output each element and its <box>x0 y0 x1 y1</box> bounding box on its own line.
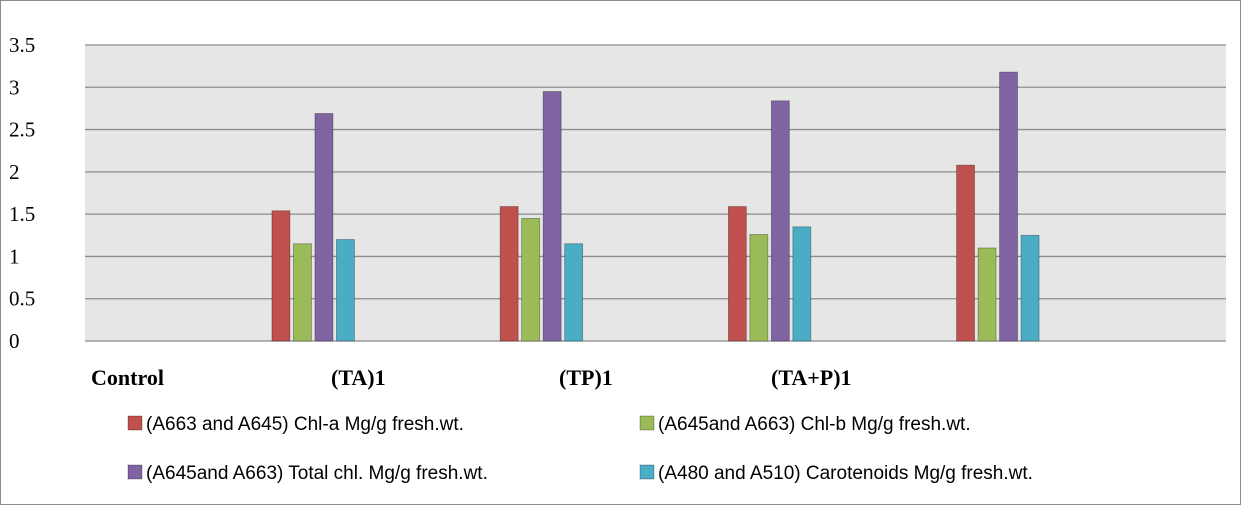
bars <box>271 71 1040 342</box>
x-category-label: Control <box>91 365 164 390</box>
legend-label: (A645and A663) Total chl. Mg/g fresh.wt. <box>146 463 488 484</box>
y-tick-label: 1 <box>9 244 20 268</box>
x-category-label: (TA)1 <box>331 365 386 390</box>
bar-4-group-1 <box>336 239 355 342</box>
x-category-label: (TP)1 <box>559 365 613 390</box>
bar-1-group-4 <box>956 164 975 342</box>
legend-swatch <box>127 464 143 480</box>
y-axis: 0 0.5 1 1.5 2 2.5 3 3.5 <box>9 33 35 353</box>
y-tick-label: 0 <box>9 329 20 353</box>
bar-1-group-2 <box>499 206 519 342</box>
legend-swatch <box>127 415 143 431</box>
bar-3-group-4 <box>999 71 1018 342</box>
bar-2-group-3 <box>749 234 769 342</box>
bar-2-group-4 <box>977 247 997 342</box>
legend-swatch <box>639 464 655 480</box>
y-tick-label: 3 <box>9 75 20 99</box>
y-tick-label: 0.5 <box>9 287 35 311</box>
legend-swatch <box>639 415 655 431</box>
y-tick-label: 2.5 <box>9 118 35 142</box>
x-axis: Control (TA)1 (TP)1 (TA+P)1 <box>91 365 852 390</box>
bar-3-group-3 <box>770 100 790 342</box>
bar-3-group-1 <box>314 113 334 342</box>
plot-area <box>85 45 1226 341</box>
y-tick-label: 1.5 <box>9 202 35 226</box>
bar-2-group-1 <box>293 243 312 342</box>
bar-3-group-2 <box>542 91 562 342</box>
legend-label: (A645and A663) Chl-b Mg/g fresh.wt. <box>658 414 971 435</box>
bar-4-group-3 <box>792 226 812 342</box>
bar-2-group-2 <box>521 217 541 342</box>
bar-1-group-3 <box>727 206 747 342</box>
bar-1-group-1 <box>271 210 291 342</box>
legend-label: (A663 and A645) Chl-a Mg/g fresh.wt. <box>146 414 464 435</box>
bar-4-group-2 <box>564 243 584 342</box>
y-tick-label: 3.5 <box>9 33 35 57</box>
x-category-label: (TA+P)1 <box>771 365 852 390</box>
y-tick-label: 2 <box>9 160 20 184</box>
legend-label: (A480 and A510) Carotenoids Mg/g fresh.w… <box>658 463 1033 484</box>
bar-4-group-4 <box>1020 234 1040 342</box>
legend: (A663 and A645) Chl-a Mg/g fresh.wt. (A64… <box>127 414 1033 484</box>
